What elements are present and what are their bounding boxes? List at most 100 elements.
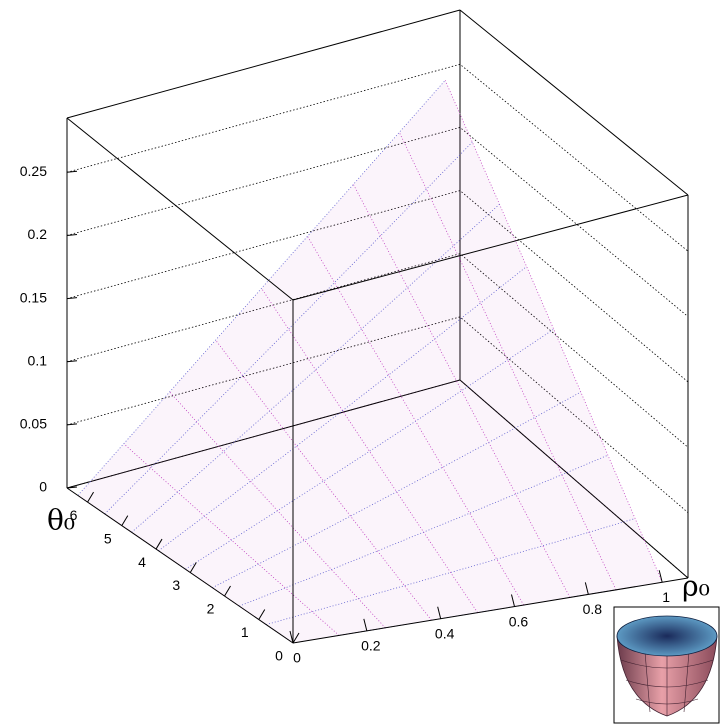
y-axis-label: θ₀	[47, 504, 75, 537]
y-tick-label: 0	[275, 648, 283, 664]
box-edge	[66, 487, 294, 644]
surface-cell	[315, 328, 389, 411]
y-tick	[155, 538, 163, 550]
surface-cell	[380, 189, 454, 288]
z-tick-label: 0.05	[20, 416, 47, 432]
box-edge	[459, 9, 689, 196]
x-tick-label: 0.8	[583, 601, 603, 617]
surface-line	[265, 518, 636, 625]
z-tick	[66, 233, 78, 236]
surface-cell	[334, 235, 408, 329]
y-tick	[121, 515, 129, 526]
surface-cell	[185, 540, 259, 588]
thumbnail	[613, 606, 720, 724]
z-tick-label: 0.2	[28, 226, 48, 242]
y-tick-label: 2	[207, 601, 215, 617]
grid-line	[66, 253, 689, 448]
surface-line	[77, 80, 446, 496]
surface-cell	[323, 451, 397, 517]
y-tick-label: 6	[70, 507, 78, 523]
box-edge	[66, 9, 461, 119]
surface-cell	[515, 474, 589, 546]
z-tick	[66, 360, 78, 363]
surface-cell	[342, 375, 416, 452]
x-tick-label: 0.4	[435, 625, 455, 641]
x-tick-label: 0	[293, 650, 301, 666]
surface-cell	[442, 442, 516, 514]
surface-cell	[231, 510, 305, 565]
x-tick	[437, 606, 442, 619]
surface-cell	[469, 494, 543, 560]
surface-cell	[358, 585, 432, 628]
surface-line	[169, 391, 386, 629]
surface-line	[131, 203, 500, 533]
surface-cell	[423, 513, 497, 573]
surface-cell	[150, 421, 224, 493]
surface-cell	[388, 339, 462, 422]
surface-cell	[204, 481, 278, 541]
surface-cell	[404, 572, 478, 621]
surface-cell	[426, 142, 500, 246]
surface-cell	[496, 545, 570, 605]
surface-cell	[396, 467, 470, 533]
surface-cell	[534, 392, 608, 475]
surface-cell	[350, 491, 424, 551]
y-tick-label: 3	[172, 577, 180, 593]
box-edge	[292, 194, 689, 301]
surface-cell	[250, 446, 324, 511]
surface-cell	[415, 390, 489, 468]
surface-cell	[104, 468, 178, 533]
surface-cell	[196, 375, 270, 452]
surface-line	[215, 339, 432, 621]
surface-cell	[461, 360, 535, 443]
surface-cell	[331, 551, 405, 599]
z-tick-label: 0	[39, 479, 47, 495]
surface-cell	[285, 569, 359, 612]
surface-cell	[177, 451, 251, 517]
x-axis-label: ρ₀	[682, 570, 710, 603]
surface-cell	[77, 443, 151, 514]
thumbnail-mesh	[620, 651, 714, 716]
surface-line	[398, 132, 617, 590]
surface-cell	[239, 587, 313, 625]
surface-cell	[212, 564, 286, 607]
y-tick-label: 5	[104, 530, 112, 546]
thumbnail-top	[616, 615, 718, 657]
x-tick-label: 1	[662, 589, 670, 605]
y-tick	[189, 562, 197, 573]
box-edge	[66, 117, 294, 301]
surface-line	[104, 141, 473, 515]
y-tick	[292, 632, 300, 644]
surface-cell	[288, 282, 362, 370]
surface-cell	[131, 492, 205, 551]
surface-cell	[312, 598, 386, 636]
x-tick	[511, 594, 515, 607]
y-tick	[87, 491, 94, 503]
x-tick	[363, 618, 368, 631]
z-tick-label: 0.25	[20, 163, 47, 179]
surface-cell	[158, 516, 232, 570]
surface-cell	[169, 340, 243, 422]
surface-line	[185, 328, 554, 570]
x-tick	[584, 582, 589, 595]
z-tick	[66, 170, 78, 173]
surface-line	[444, 80, 663, 583]
surface-cell	[353, 132, 427, 236]
box-edge	[292, 577, 689, 644]
surface-cell	[369, 421, 443, 492]
x-tick	[289, 630, 294, 644]
surface-line	[261, 288, 478, 613]
surface-line	[239, 454, 609, 607]
z-tick	[66, 486, 78, 489]
surface-cell	[307, 184, 381, 283]
surface-line	[158, 266, 527, 552]
y-tick-label: 1	[241, 624, 249, 640]
surface-cell	[542, 532, 616, 598]
surface-cell	[215, 288, 289, 376]
x-tick	[658, 570, 663, 583]
grid-line	[66, 190, 689, 383]
z-tick-label: 0.1	[28, 352, 48, 368]
surface-cell	[296, 410, 370, 482]
surface-cell	[434, 303, 508, 391]
